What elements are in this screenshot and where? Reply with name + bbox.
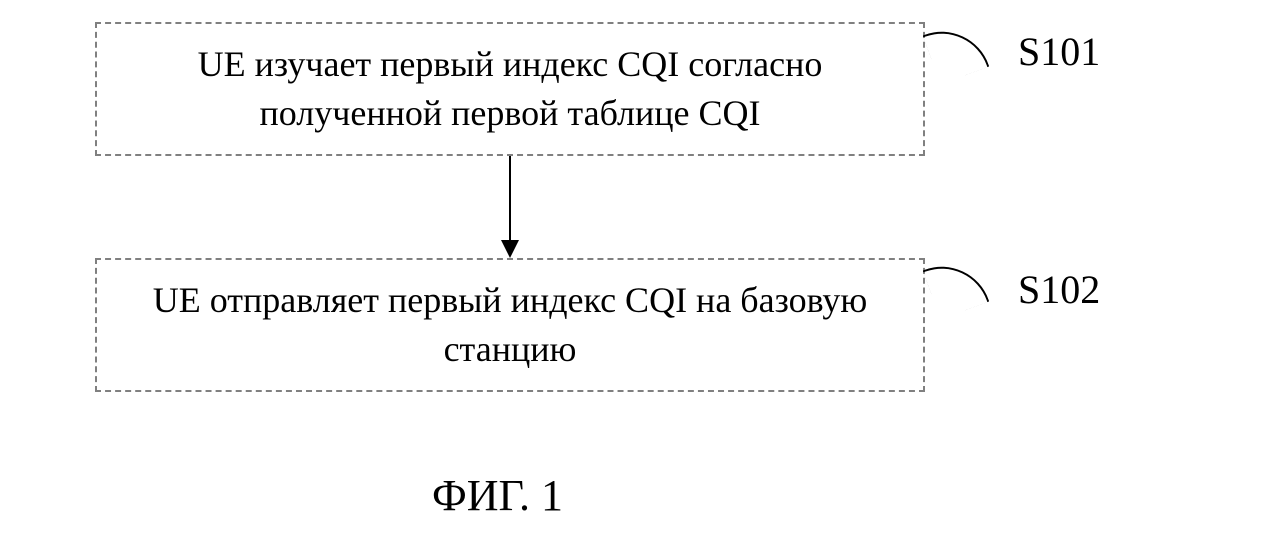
flowchart-step-1-text: UE изучает первый индекс CQI согласно по… xyxy=(117,40,903,137)
step-label-1: S101 xyxy=(1018,28,1100,75)
flowchart-step-2: UE отправляет первый индекс CQI на базов… xyxy=(95,258,925,392)
connector-arc-1 xyxy=(923,18,990,85)
flowchart-step-2-text: UE отправляет первый индекс CQI на базов… xyxy=(117,276,903,373)
arrow-line xyxy=(509,156,511,240)
connector-arc-2 xyxy=(923,253,990,320)
flowchart-container: UE изучает первый индекс CQI согласно по… xyxy=(0,0,1276,560)
figure-caption: ФИГ. 1 xyxy=(432,470,563,521)
step-label-2: S102 xyxy=(1018,266,1100,313)
flowchart-step-1: UE изучает первый индекс CQI согласно по… xyxy=(95,22,925,156)
arrow-head xyxy=(501,240,519,258)
